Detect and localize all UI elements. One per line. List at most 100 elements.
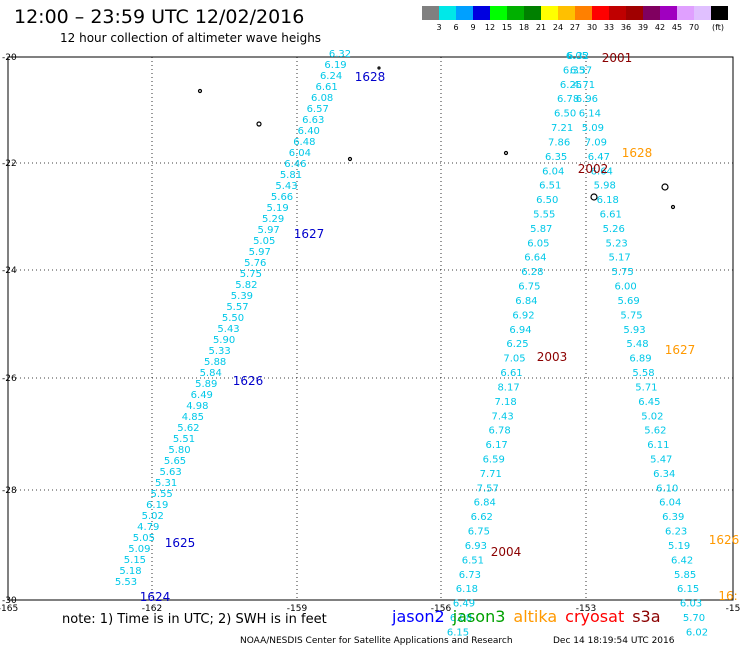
island-marker <box>503 150 509 156</box>
wave-height-value: 5.75 <box>620 310 642 321</box>
island-marker <box>377 66 381 70</box>
lat-tick-label: -20 <box>2 53 17 63</box>
wave-height-value: 6.78 <box>489 426 511 437</box>
wave-height-value: 6.05 <box>566 51 588 62</box>
wave-height-value: 5.19 <box>266 203 288 214</box>
wave-height-value: 5.97 <box>258 225 280 236</box>
wave-height-value: 5.57 <box>226 302 248 313</box>
wave-height-value: 5.02 <box>641 411 663 422</box>
wave-height-value: 7.57 <box>477 483 499 494</box>
wave-height-value: 6.10 <box>656 483 678 494</box>
wave-height-value: 6.63 <box>302 115 324 126</box>
wave-height-value: 4.79 <box>137 522 159 533</box>
wave-height-value: 5.93 <box>623 325 645 336</box>
wave-height-tracks: 6.326.196.246.616.086.576.636.406.486.04… <box>115 49 708 638</box>
colorbar-swatch <box>609 6 626 20</box>
island-marker <box>670 204 676 210</box>
colorbar-swatch <box>524 6 541 20</box>
legend-jason2: jason2 <box>392 607 445 626</box>
legend-jason3: jason3 <box>452 607 506 626</box>
lon-tick-label: -153 <box>576 604 596 614</box>
colorbar-label: 12 <box>484 23 496 32</box>
wave-height-value: 7.86 <box>548 137 570 148</box>
wave-height-value: 6.19 <box>146 500 168 511</box>
wave-height-value: 6.49 <box>453 599 475 610</box>
wave-height-value: 6.05 <box>527 238 549 249</box>
colorbar-label: 24 <box>552 23 564 32</box>
wave-height-value: 6.37 <box>570 65 592 76</box>
wave-height-value: 5.89 <box>195 379 217 390</box>
wave-height-value: 6.61 <box>600 210 622 221</box>
wave-height-value: 5.43 <box>275 181 297 192</box>
colorbar-swatch <box>660 6 677 20</box>
wave-height-value: 6.34 <box>653 469 675 480</box>
wave-height-value: 5.09 <box>128 544 150 555</box>
colorbar-swatch <box>677 6 694 20</box>
wave-height-value: 6.19 <box>324 60 346 71</box>
wave-height-value: 5.33 <box>208 346 230 357</box>
wave-height-value: 6.59 <box>483 454 505 465</box>
island-marker <box>661 183 669 191</box>
wave-height-value: 6.92 <box>512 310 534 321</box>
map-title: 12:00 – 23:59 UTC 12/02/2016 <box>14 6 305 28</box>
wave-height-value: 5.26 <box>603 224 625 235</box>
wave-height-value: 5.98 <box>594 181 616 192</box>
wave-height-value: 6.28 <box>521 267 543 278</box>
wave-height-value: 6.15 <box>677 584 699 595</box>
wave-height-value: 6.18 <box>597 195 619 206</box>
wave-height-value: 5.15 <box>124 555 146 566</box>
pass-label: 1626 <box>709 533 740 547</box>
colorbar-swatch <box>626 6 643 20</box>
colorbar-label: 18 <box>518 23 530 32</box>
colorbar-label: 3 <box>436 23 442 32</box>
lat-tick-label: -30 <box>2 596 17 606</box>
colorbar-swatch <box>711 6 728 20</box>
pass-label: 16: <box>718 589 737 603</box>
wave-height-value: 6.42 <box>671 555 693 566</box>
colorbar-swatch <box>507 6 524 20</box>
wave-height-value: 6.03 <box>680 599 702 610</box>
wave-height-value: 6.15 <box>447 627 469 638</box>
wave-height-value: 5.66 <box>271 192 293 203</box>
wave-height-value: 6.24 <box>320 71 342 82</box>
colorbar-label: 70 <box>688 23 700 32</box>
pass-label: 2004 <box>491 545 522 559</box>
pass-label: 1626 <box>233 374 264 388</box>
island-marker <box>590 193 598 201</box>
pass-label: 2003 <box>537 350 568 364</box>
wave-height-value: 6.49 <box>191 390 213 401</box>
wave-height-value: 6.18 <box>456 584 478 595</box>
wave-height-value: 5.39 <box>231 291 253 302</box>
pass-labels: 1628 1627 1626 1625 1624 2001 2002 2003 2004 1628… <box>140 51 740 604</box>
wave-height-value: 6.04 <box>542 166 564 177</box>
wave-height-value: 5.19 <box>668 541 690 552</box>
pass-label: 1628 <box>622 146 653 160</box>
colorbar-swatch <box>541 6 558 20</box>
wave-height-value: 6.48 <box>293 137 315 148</box>
footer-note: note: 1) Time is in UTC; 2) SWH is in fe… <box>62 612 327 627</box>
wave-height-value: 6.25 <box>506 339 528 350</box>
colorbar-swatch <box>456 6 473 20</box>
pass-label: 1628 <box>355 70 386 84</box>
wave-height-value: 6.14 <box>579 109 601 120</box>
wave-height-value: 7.09 <box>585 137 607 148</box>
wave-height-value: 4.71 <box>573 80 595 91</box>
lon-tick-label: -15 <box>726 604 740 614</box>
colorbar-swatch <box>643 6 660 20</box>
wave-height-value: 5.85 <box>674 570 696 581</box>
wave-height-value: 6.84 <box>474 498 496 509</box>
wave-height-value: 6.51 <box>462 555 484 566</box>
wave-height-value: 5.05 <box>253 236 275 247</box>
legend-altika: altika <box>513 607 558 626</box>
wave-height-value: 6.35 <box>545 152 567 163</box>
wave-height-value: 6.50 <box>554 109 576 120</box>
wave-height-value: 7.71 <box>480 469 502 480</box>
wave-height-value: 6.08 <box>450 613 472 624</box>
wave-height-value: 5.63 <box>159 467 181 478</box>
wave-height-value: 6.64 <box>524 253 546 264</box>
wave-height-value: 5.62 <box>644 426 666 437</box>
wave-height-value: 6.64 <box>591 166 613 177</box>
wave-height-value: 5.75 <box>611 267 633 278</box>
legend-s3a: s3a <box>632 607 661 626</box>
